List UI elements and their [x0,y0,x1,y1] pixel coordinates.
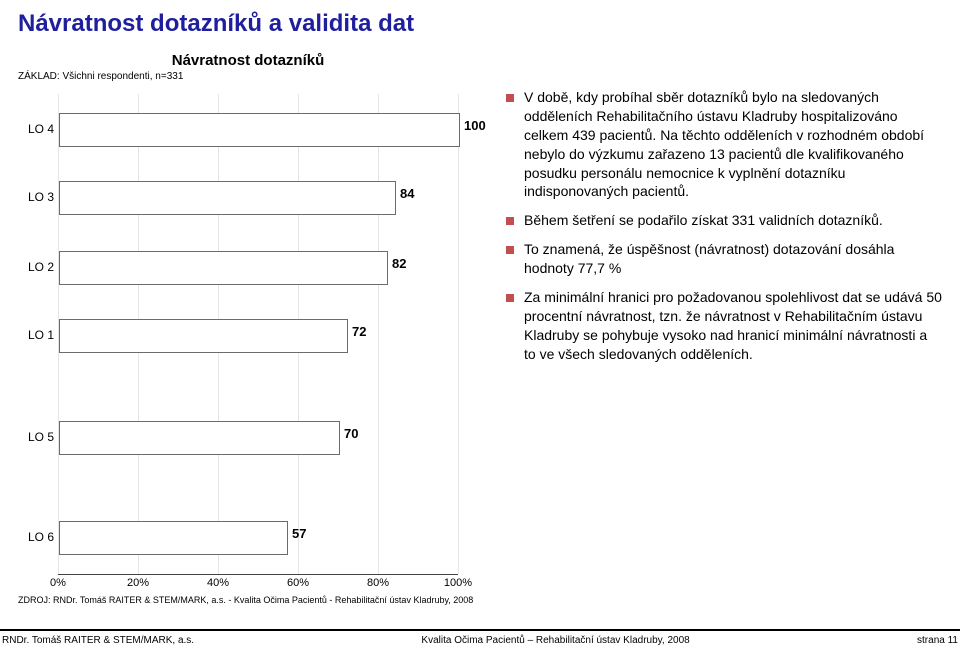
x-tick-label: 20% [127,577,149,589]
chart-plot: LO 4100 LO 384 LO 282 LO 172 LO 570 LO 657 [58,94,458,575]
bar [59,521,288,555]
bullet-item: V době, kdy probíhal sběr dotazníků bylo… [506,88,942,201]
x-tick-label: 80% [367,577,389,589]
bar-row: LO 282 [58,244,458,290]
bullet-item: Během šetření se podařilo získat 331 val… [506,211,942,230]
bar-row: LO 4100 [58,106,458,152]
footer-left: RNDr. Tomáš RAITER & STEM/MARK, a.s. [2,635,194,646]
text-column: V době, kdy probíhal sběr dotazníků bylo… [506,48,942,374]
bullet-item: To znamená, že úspěšnost (návratnost) do… [506,240,942,278]
page-title: Návratnost dotazníků a validita dat [18,10,942,38]
bullet-list: V době, kdy probíhal sběr dotazníků bylo… [506,88,942,364]
x-tick-label: 100% [444,577,472,589]
bar-category-label: LO 2 [18,260,54,274]
bullet-item: Za minimální hranici pro požadovanou spo… [506,288,942,364]
x-tick-label: 40% [207,577,229,589]
bar [59,113,460,147]
grid-line [458,94,459,574]
chart-source: ZDROJ: RNDr. Tomáš RAITER & STEM/MARK, a… [18,595,478,605]
x-axis-ticks: 0%20%40%60%80%100% [58,575,458,593]
bar-category-label: LO 5 [18,430,54,444]
bar [59,181,396,215]
footer-right: strana 11 [917,635,958,646]
bar-value-label: 100 [464,118,486,133]
bar-value-label: 70 [344,426,358,441]
bar-category-label: LO 6 [18,530,54,544]
bar [59,421,340,455]
chart-column: Návratnost dotazníků ZÁKLAD: Všichni res… [18,48,478,605]
bar-value-label: 82 [392,256,406,271]
x-tick-label: 0% [50,577,66,589]
bar-row: LO 570 [58,414,458,460]
bar-row: LO 384 [58,174,458,220]
bar-category-label: LO 4 [18,122,54,136]
footer-center: Kvalita Očima Pacientů – Rehabilitační ú… [421,635,689,646]
bar [59,319,348,353]
plot-inner: LO 4100 LO 384 LO 282 LO 172 LO 570 LO 657 [58,94,458,574]
bar-value-label: 84 [400,186,414,201]
bar-row: LO 172 [58,312,458,358]
bar-category-label: LO 3 [18,190,54,204]
bar-value-label: 57 [292,526,306,541]
page-footer: RNDr. Tomáš RAITER & STEM/MARK, a.s. Kva… [0,629,960,657]
chart-basis: ZÁKLAD: Všichni respondenti, n=331 [18,71,478,82]
content-container: Návratnost dotazníků ZÁKLAD: Všichni res… [18,48,942,605]
chart-title: Návratnost dotazníků [18,52,478,69]
bar-category-label: LO 1 [18,328,54,342]
x-tick-label: 60% [287,577,309,589]
bar [59,251,388,285]
bar-value-label: 72 [352,324,366,339]
bar-row: LO 657 [58,514,458,560]
